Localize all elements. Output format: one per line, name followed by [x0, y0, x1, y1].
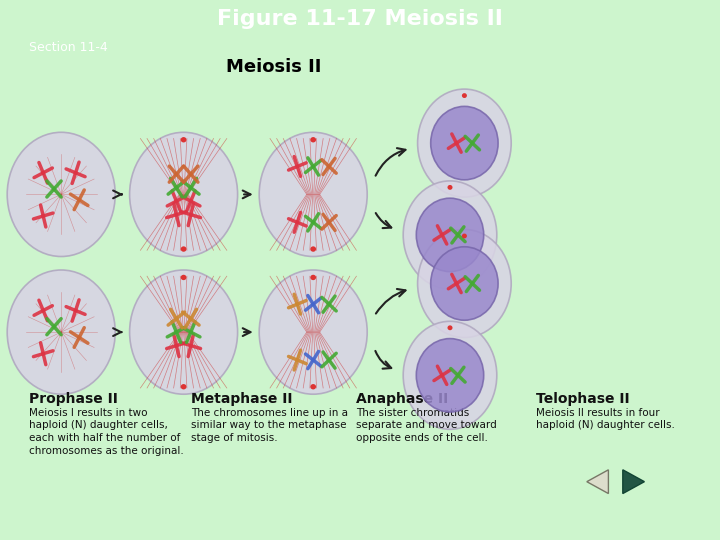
Ellipse shape: [181, 384, 186, 389]
Ellipse shape: [259, 270, 367, 394]
Ellipse shape: [73, 171, 78, 174]
Ellipse shape: [448, 185, 452, 190]
Ellipse shape: [416, 339, 484, 412]
Text: The chromosomes line up in a
similar way to the metaphase
stage of mitosis.: The chromosomes line up in a similar way…: [191, 408, 348, 443]
Ellipse shape: [189, 186, 193, 190]
Ellipse shape: [73, 309, 78, 312]
Ellipse shape: [310, 275, 316, 280]
Ellipse shape: [174, 344, 179, 348]
Ellipse shape: [174, 330, 179, 334]
Ellipse shape: [454, 141, 459, 145]
Ellipse shape: [295, 165, 300, 168]
Ellipse shape: [456, 374, 460, 377]
Ellipse shape: [470, 141, 474, 145]
Ellipse shape: [41, 214, 45, 218]
Ellipse shape: [431, 106, 498, 180]
Text: Prophase II: Prophase II: [29, 392, 117, 406]
Ellipse shape: [418, 89, 511, 197]
Text: Section 11-4: Section 11-4: [29, 41, 107, 54]
Ellipse shape: [327, 302, 331, 306]
Ellipse shape: [454, 282, 459, 285]
Ellipse shape: [295, 220, 300, 224]
Ellipse shape: [418, 230, 511, 338]
Ellipse shape: [327, 220, 331, 224]
Ellipse shape: [327, 165, 331, 168]
Text: Meiosis II: Meiosis II: [226, 58, 321, 77]
Ellipse shape: [174, 316, 179, 320]
Ellipse shape: [311, 302, 315, 306]
Ellipse shape: [52, 187, 56, 191]
Ellipse shape: [189, 199, 193, 203]
Text: Anaphase II: Anaphase II: [356, 392, 449, 406]
Ellipse shape: [431, 247, 498, 320]
Ellipse shape: [456, 233, 460, 237]
Ellipse shape: [130, 270, 238, 394]
Ellipse shape: [448, 325, 452, 330]
Ellipse shape: [327, 359, 331, 362]
Ellipse shape: [311, 220, 315, 224]
Ellipse shape: [259, 132, 367, 256]
Ellipse shape: [310, 384, 316, 389]
Text: Metaphase II: Metaphase II: [191, 392, 292, 406]
Ellipse shape: [189, 172, 193, 176]
Ellipse shape: [311, 359, 315, 362]
Ellipse shape: [77, 198, 81, 202]
Text: The sister chromatids
separate and move toward
opposite ends of the cell.: The sister chromatids separate and move …: [356, 408, 497, 443]
Ellipse shape: [311, 165, 315, 168]
Ellipse shape: [470, 282, 474, 285]
Ellipse shape: [310, 246, 316, 252]
Ellipse shape: [7, 270, 115, 394]
Ellipse shape: [77, 335, 81, 339]
Ellipse shape: [189, 316, 193, 320]
Ellipse shape: [403, 181, 497, 289]
Ellipse shape: [295, 359, 300, 362]
Ellipse shape: [416, 198, 484, 272]
Ellipse shape: [41, 309, 45, 312]
Ellipse shape: [174, 199, 179, 203]
Ellipse shape: [462, 233, 467, 239]
Ellipse shape: [52, 325, 56, 328]
Ellipse shape: [181, 275, 186, 280]
Ellipse shape: [174, 172, 179, 176]
Text: Telophase II: Telophase II: [536, 392, 630, 406]
Ellipse shape: [181, 246, 186, 252]
Ellipse shape: [41, 352, 45, 355]
Text: Meiosis II results in four
haploid (N) daughter cells.: Meiosis II results in four haploid (N) d…: [536, 408, 675, 430]
PathPatch shape: [623, 470, 644, 494]
Ellipse shape: [310, 137, 316, 143]
Ellipse shape: [462, 93, 467, 98]
Text: Meiosis I results in two
haploid (N) daughter cells,
each with half the number o: Meiosis I results in two haploid (N) dau…: [29, 408, 184, 456]
Ellipse shape: [174, 186, 179, 190]
Ellipse shape: [130, 132, 238, 256]
Ellipse shape: [189, 213, 193, 217]
Text: Figure 11-17 Meiosis II: Figure 11-17 Meiosis II: [217, 9, 503, 29]
Ellipse shape: [403, 321, 497, 429]
Ellipse shape: [440, 233, 444, 237]
Ellipse shape: [7, 132, 115, 256]
Ellipse shape: [189, 344, 193, 348]
Ellipse shape: [189, 330, 193, 334]
Ellipse shape: [181, 137, 186, 143]
Ellipse shape: [295, 302, 300, 306]
PathPatch shape: [587, 470, 608, 494]
Ellipse shape: [41, 171, 45, 174]
Ellipse shape: [174, 213, 179, 217]
Ellipse shape: [440, 374, 444, 377]
